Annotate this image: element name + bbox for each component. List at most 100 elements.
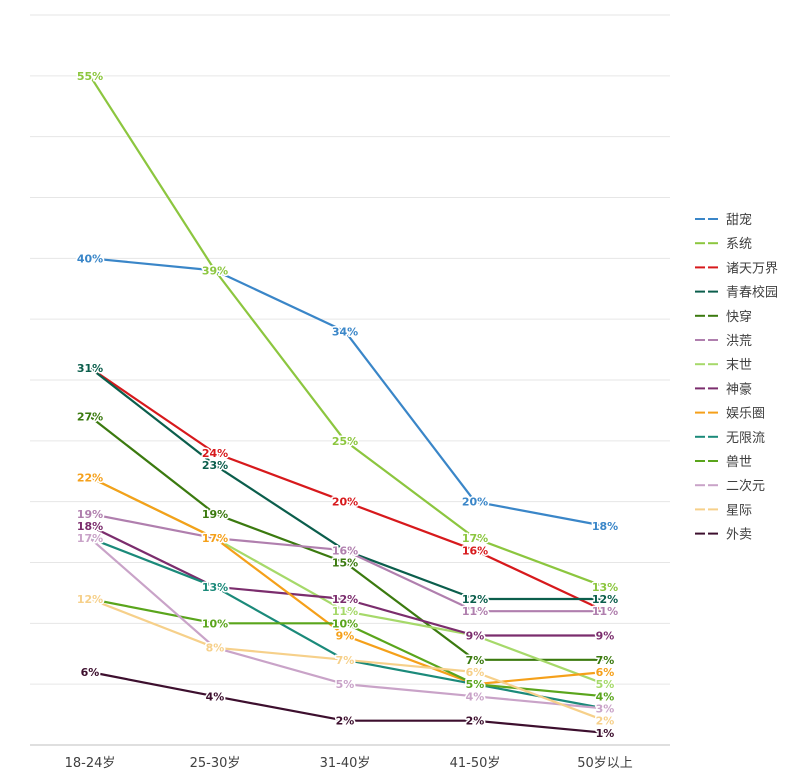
data-label: 17% xyxy=(202,532,228,545)
data-label: 5% xyxy=(466,678,485,691)
data-label: 12% xyxy=(592,593,618,606)
data-label: 2% xyxy=(336,715,355,728)
data-label: 31% xyxy=(77,362,103,375)
data-label: 20% xyxy=(332,496,358,509)
data-labels: 40%39%34%20%18%55%39%25%17%13%31%24%20%1… xyxy=(75,68,619,741)
data-label: 5% xyxy=(466,678,485,691)
data-label: 20% xyxy=(462,496,488,509)
data-label: 17% xyxy=(202,532,228,545)
legend-label: 系统 xyxy=(726,237,752,252)
legend-label: 神豪 xyxy=(726,381,752,397)
series-line-神豪 xyxy=(89,525,605,637)
series-line-系统 xyxy=(89,75,606,588)
data-label: 31% xyxy=(77,362,103,375)
data-label: 6% xyxy=(466,666,485,679)
data-label: 10% xyxy=(202,617,228,630)
data-label: 3% xyxy=(596,703,615,716)
legend-label: 二次元 xyxy=(726,478,765,494)
data-label: 4% xyxy=(206,690,225,703)
data-label: 27% xyxy=(77,411,103,424)
series-line-甜宠 xyxy=(89,257,606,528)
data-label: 4% xyxy=(596,690,615,703)
x-tick-label: 25-30岁 xyxy=(190,756,241,771)
data-label: 25% xyxy=(332,435,358,448)
series-line-诸天万界 xyxy=(89,366,606,613)
data-label: 5% xyxy=(466,678,485,691)
data-label: 23% xyxy=(202,459,228,472)
data-label: 12% xyxy=(462,593,488,606)
legend-label: 星际 xyxy=(726,503,752,518)
series-lines xyxy=(89,75,606,734)
data-label: 1% xyxy=(596,727,615,740)
data-label: 17% xyxy=(77,532,103,545)
data-label: 11% xyxy=(592,605,618,618)
data-label: 34% xyxy=(332,325,358,338)
data-label: 39% xyxy=(202,265,228,278)
data-label: 16% xyxy=(462,544,488,557)
x-tick-label: 50岁以上 xyxy=(577,756,633,771)
legend-label: 洪荒 xyxy=(726,334,752,349)
data-label: 13% xyxy=(592,581,618,594)
legend-label: 无限流 xyxy=(726,431,765,446)
data-label: 2% xyxy=(466,715,485,728)
data-label: 8% xyxy=(206,642,225,655)
data-label: 3% xyxy=(596,703,615,716)
data-label: 18% xyxy=(592,520,618,533)
x-tick-label: 41-50岁 xyxy=(450,756,501,771)
data-label: 7% xyxy=(596,654,615,667)
legend-label: 娱乐圈 xyxy=(726,407,765,422)
series-line-外卖 xyxy=(89,670,606,734)
data-label: 13% xyxy=(202,581,228,594)
data-label: 11% xyxy=(462,605,488,618)
legend-label: 兽世 xyxy=(726,455,752,470)
data-label: 12% xyxy=(77,593,103,606)
data-label: 11% xyxy=(332,605,358,618)
data-label: 22% xyxy=(77,471,103,484)
legend-label: 外卖 xyxy=(726,528,752,543)
data-label: 19% xyxy=(77,508,103,521)
data-label: 4% xyxy=(466,690,485,703)
data-label: 17% xyxy=(202,532,228,545)
data-label: 18% xyxy=(77,520,103,533)
series-line-星际 xyxy=(89,597,606,722)
data-label: 2% xyxy=(596,715,615,728)
data-label: 7% xyxy=(336,654,355,667)
legend-label: 诸天万界 xyxy=(726,261,778,276)
data-label: 24% xyxy=(202,447,228,460)
x-axis: 18-24岁 25-30岁 31-40岁 41-50岁 50岁以上 xyxy=(65,756,633,771)
data-label: 8% xyxy=(206,642,225,655)
data-label: 10% xyxy=(332,617,358,630)
data-label: 7% xyxy=(466,654,485,667)
series-line-快穿 xyxy=(89,415,605,661)
legend-label: 末世 xyxy=(726,358,752,373)
data-label: 16% xyxy=(332,544,358,557)
data-label: 12% xyxy=(332,593,358,606)
data-label: 40% xyxy=(77,252,103,265)
data-label: 9% xyxy=(466,630,485,643)
data-label: 15% xyxy=(332,557,358,570)
data-label: 9% xyxy=(336,630,355,643)
data-label: 9% xyxy=(596,630,615,643)
data-label: 12% xyxy=(77,593,103,606)
x-tick-label: 31-40岁 xyxy=(320,756,371,771)
series-line-二次元 xyxy=(89,537,606,710)
legend-label: 青春校园 xyxy=(726,285,778,301)
data-label: 5% xyxy=(336,678,355,691)
data-label: 17% xyxy=(77,532,103,545)
data-label: 6% xyxy=(81,666,100,679)
data-label: 13% xyxy=(202,581,228,594)
data-label: 11% xyxy=(592,605,618,618)
data-label: 39% xyxy=(202,265,228,278)
series-line-娱乐圈 xyxy=(89,476,606,686)
data-label: 7% xyxy=(336,654,355,667)
series-line-洪荒 xyxy=(89,512,605,613)
gridlines xyxy=(30,14,670,746)
data-label: 16% xyxy=(332,544,358,557)
data-label: 22% xyxy=(77,471,103,484)
data-label: 19% xyxy=(202,508,228,521)
legend-label: 甜宠 xyxy=(726,212,752,228)
x-tick-label: 18-24岁 xyxy=(65,756,116,771)
data-label: 55% xyxy=(77,70,103,83)
